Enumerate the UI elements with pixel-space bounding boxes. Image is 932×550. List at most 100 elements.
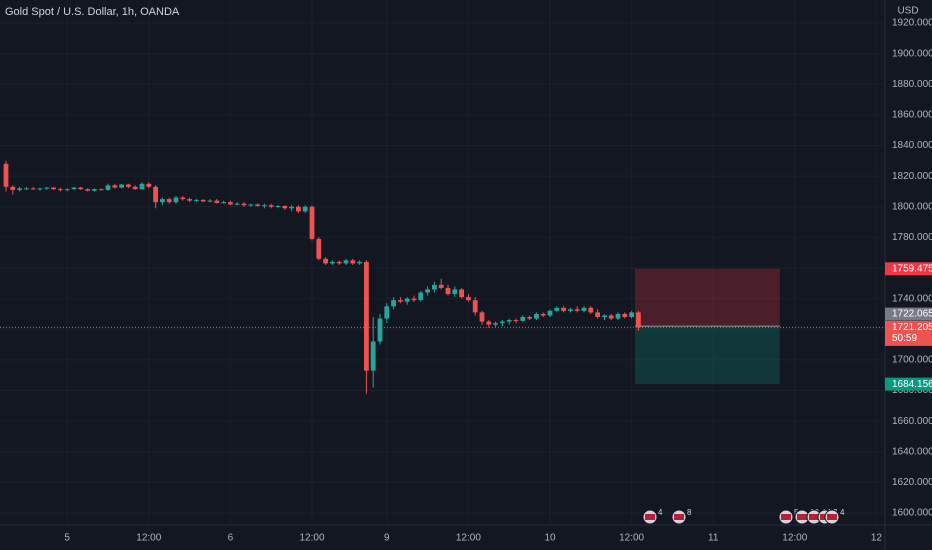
candle-body — [289, 206, 294, 209]
candle-body — [241, 203, 247, 206]
candle-body — [486, 321, 492, 325]
candle-body — [568, 309, 573, 311]
candle-body — [173, 197, 179, 203]
x-tick-label: 12 — [871, 533, 883, 544]
candle-body — [336, 261, 342, 264]
y-tick-label: 1920.000 — [892, 18, 932, 29]
candle-body — [296, 206, 301, 212]
candle-body — [194, 199, 199, 201]
x-tick-label: 6 — [228, 533, 234, 544]
y-tick-label: 1840.000 — [892, 140, 932, 151]
candle-body — [132, 186, 138, 190]
candle-body — [540, 313, 546, 316]
candle-body — [207, 200, 213, 202]
y-tick-label: 1900.000 — [892, 48, 932, 59]
x-tick-label: 11 — [708, 533, 719, 544]
candle-body — [500, 321, 505, 324]
candle-body — [98, 189, 104, 191]
candle-body — [343, 260, 349, 264]
candle-body — [166, 199, 172, 203]
candle-body — [418, 292, 424, 301]
candle-body — [200, 199, 206, 202]
candle-body — [58, 189, 63, 191]
y-tick-label: 1860.000 — [892, 110, 932, 121]
candle-body — [472, 300, 478, 313]
candle-body — [547, 310, 553, 316]
candle-body — [275, 205, 281, 207]
candle-body — [615, 313, 621, 319]
candle-body — [370, 341, 376, 371]
candle-body — [64, 189, 70, 191]
candle-body — [445, 287, 451, 295]
candle-body — [608, 315, 614, 319]
stop-zone — [635, 268, 780, 327]
candle-body — [302, 206, 308, 212]
candle-body — [234, 203, 240, 205]
candle-body — [30, 188, 36, 190]
target-label: 1684.156 — [892, 379, 932, 390]
candle-body — [425, 289, 430, 293]
last-price-label: 1721.205 — [892, 322, 932, 333]
candle-body — [85, 189, 90, 191]
plot — [3, 160, 780, 394]
candle-body — [432, 284, 437, 290]
candle-body — [24, 188, 29, 190]
candle-body — [357, 261, 362, 264]
candle-body — [479, 312, 485, 322]
candle-body — [581, 307, 587, 311]
candle-body — [139, 183, 145, 190]
x-tick-label: 12:00 — [136, 533, 161, 544]
y-tick-label: 1780.000 — [892, 232, 932, 243]
candle-body — [622, 313, 628, 317]
candle-body — [330, 261, 335, 264]
candle-body — [92, 189, 97, 191]
candle-body — [126, 184, 131, 187]
event-flag — [674, 514, 684, 520]
candle-body — [588, 307, 594, 313]
currency: USD — [897, 6, 918, 17]
event-count: 8 — [687, 508, 692, 517]
candle-body — [262, 205, 267, 207]
candle-body — [636, 312, 641, 328]
target-label-bg — [885, 377, 932, 391]
candle-body — [268, 205, 274, 207]
candle-body — [105, 185, 111, 190]
event-flag — [645, 514, 655, 520]
candle-body — [112, 185, 118, 188]
last-price-bg — [885, 320, 932, 346]
candle-body — [282, 205, 288, 209]
candle-body — [146, 183, 152, 187]
candle-body — [377, 318, 383, 342]
candle-body — [459, 289, 464, 298]
candle-body — [37, 188, 43, 190]
candle-body — [221, 202, 226, 204]
candle-body — [527, 317, 532, 319]
x-tick-label: 12:00 — [619, 533, 644, 544]
grid — [0, 0, 885, 525]
candle-body — [595, 312, 600, 317]
candle-body — [438, 284, 444, 288]
x-tick-label: 12:00 — [782, 533, 807, 544]
candle-body — [602, 315, 607, 317]
candle-body — [398, 300, 403, 302]
candle-body — [255, 204, 260, 206]
candle-body — [323, 258, 328, 264]
event-flag — [797, 514, 807, 520]
candle-body — [452, 289, 458, 295]
candle-body — [10, 186, 16, 190]
event-flag — [827, 514, 837, 520]
y-tick-label: 1620.000 — [892, 477, 932, 488]
candle-body — [119, 184, 124, 188]
stop-label-bg — [885, 262, 932, 276]
candle-body — [534, 313, 539, 319]
x-tick-label: 10 — [544, 533, 556, 544]
candle-body — [520, 317, 526, 321]
entry-label-bg — [885, 307, 932, 321]
target-zone — [635, 326, 780, 385]
chart-title: Gold Spot / U.S. Dollar, 1h, OANDA — [5, 6, 180, 18]
candle-body — [248, 204, 254, 206]
candle-body — [44, 187, 50, 189]
y-tick-label: 1800.000 — [892, 201, 932, 212]
y-tick-label: 1820.000 — [892, 171, 932, 182]
